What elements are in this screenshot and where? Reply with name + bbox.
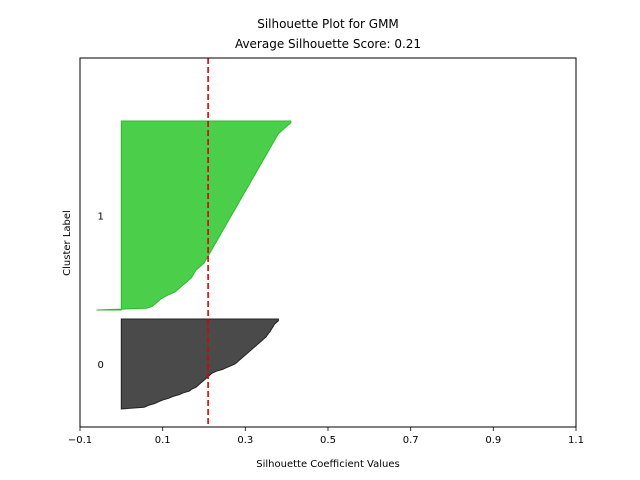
x-tick-label: 0.5 [320,435,336,446]
chart-subtitle: Average Silhouette Score: 0.21 [235,37,421,51]
x-tick-label: 0.7 [403,435,419,446]
x-tick-label: 0.3 [237,435,253,446]
cluster-label-0: 0 [98,360,104,371]
x-tick-label: 0.9 [485,435,501,446]
cluster-label-1: 1 [98,212,104,223]
plot-area: 01 [96,58,292,427]
x-tick-label: 1.1 [568,435,584,446]
x-axis-label: Silhouette Coefficient Values [256,459,399,470]
x-tick-label: −0.1 [68,435,92,446]
y-axis-label: Cluster Label [62,210,73,276]
chart-title: Silhouette Plot for GMM [257,17,399,31]
cluster-0-silhouette [120,318,279,410]
x-tick-label: 0.1 [155,435,171,446]
cluster-1-silhouette [96,120,292,311]
x-axis: −0.1 0.1 0.3 0.5 0.7 0.9 1.1 [68,427,584,446]
